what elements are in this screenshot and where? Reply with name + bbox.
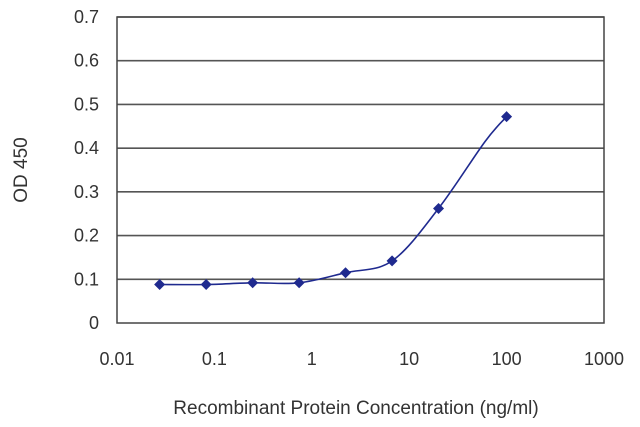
gridlines — [117, 16, 604, 281]
plot-area-frame — [116, 16, 605, 324]
y-axis-tick-labels: 0 0.1 0.2 0.3 0.4 0.5 0.6 0.7 — [74, 7, 99, 333]
data-point-3 — [293, 277, 305, 289]
y-tick-label-6: 0.6 — [74, 51, 99, 71]
data-point-6 — [433, 202, 445, 214]
y-tick-label-0: 0 — [89, 313, 99, 333]
y-tick-label-5: 0.5 — [74, 94, 99, 114]
x-axis-tick-labels: 0.01 0.1 1 10 100 1000 — [99, 349, 624, 369]
data-point-1 — [200, 279, 212, 291]
y-tick-label-1: 0.1 — [74, 269, 99, 289]
y-tick-label-2: 0.2 — [74, 226, 99, 246]
series-line-0 — [159, 116, 508, 286]
data-point-4 — [340, 267, 352, 279]
y-tick-label-3: 0.3 — [74, 182, 99, 202]
x-tick-label-5: 1000 — [584, 349, 624, 369]
data-point-0 — [154, 279, 166, 291]
x-tick-label-3: 10 — [399, 349, 419, 369]
x-tick-label-0: 0.01 — [99, 349, 134, 369]
x-tick-label-2: 1 — [307, 349, 317, 369]
series-layer — [154, 111, 513, 291]
y-tick-label-4: 0.4 — [74, 138, 99, 158]
y-tick-label-7: 0.7 — [74, 7, 99, 27]
data-point-2 — [247, 277, 259, 289]
data-point-7 — [501, 111, 513, 123]
data-point-5 — [386, 255, 398, 267]
x-tick-label-1: 0.1 — [202, 349, 227, 369]
x-tick-label-4: 100 — [492, 349, 522, 369]
x-axis-title: Recombinant Protein Concentration (ng/ml… — [173, 398, 538, 419]
y-axis-title: OD 450 — [11, 137, 32, 202]
